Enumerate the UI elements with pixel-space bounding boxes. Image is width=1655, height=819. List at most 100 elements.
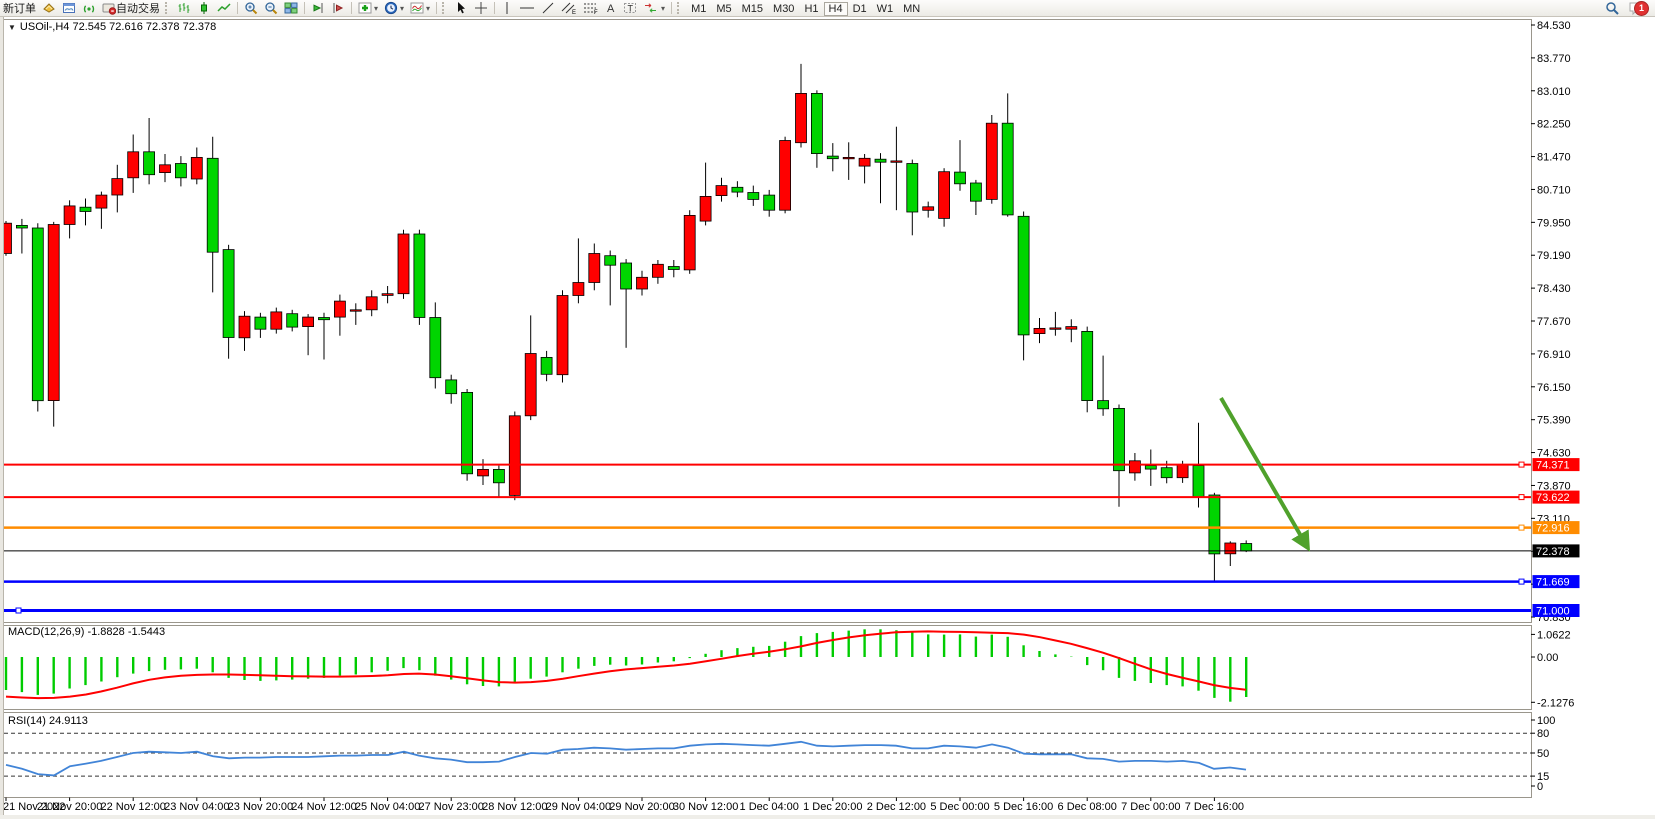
svg-text:5 Dec 00:00: 5 Dec 00:00: [930, 801, 989, 813]
new-order-button[interactable]: 新订单: [0, 0, 39, 16]
bar-chart-mode-icon[interactable]: [174, 0, 194, 16]
toolbar-grip[interactable]: [165, 2, 171, 14]
crosshair-tool-icon[interactable]: [471, 0, 491, 16]
timeframe-M5[interactable]: M5: [716, 3, 732, 15]
timeframe-D1[interactable]: D1: [852, 3, 867, 15]
chart-shift-icon[interactable]: [328, 0, 348, 16]
candle-body: [429, 317, 442, 379]
dropdown-caret-icon[interactable]: ▾: [374, 3, 379, 13]
search-icon[interactable]: [1602, 0, 1623, 16]
svg-text:76.910: 76.910: [1537, 349, 1571, 361]
fibonacci-tool-icon[interactable]: F: [580, 0, 602, 16]
svg-text:A: A: [607, 3, 615, 15]
macd-panel[interactable]: [3, 625, 1532, 710]
zoom-in-icon[interactable]: [241, 0, 261, 16]
dropdown-caret-icon[interactable]: ▾: [426, 3, 431, 13]
timeframe-M15[interactable]: M15: [741, 3, 764, 15]
trendline-tool-icon[interactable]: [538, 0, 558, 16]
timeframe-H4[interactable]: H4: [823, 2, 848, 16]
indicators-button[interactable]: ▾: [355, 0, 381, 16]
horizontal-line-tool-icon[interactable]: [516, 0, 538, 16]
trend-arrow[interactable]: [1219, 396, 1311, 552]
candle-body: [63, 205, 76, 225]
arrows-tool-button[interactable]: ▾: [640, 0, 668, 16]
candlestick-mode-icon[interactable]: [194, 0, 214, 16]
timeframe-MN[interactable]: MN: [903, 3, 921, 15]
timeframe-H1[interactable]: H1: [804, 3, 819, 15]
svg-text:6 Dec 08:00: 6 Dec 08:00: [1058, 801, 1117, 813]
svg-text:73.622: 73.622: [1536, 492, 1570, 504]
horizontal-level-line[interactable]: 72.916: [4, 521, 1580, 535]
timeframe-group: M1 M5 M15 M30 H1 H4 D1 W1 MN: [686, 0, 925, 17]
new-order-ticket-icon[interactable]: [39, 0, 59, 16]
svg-text:F: F: [594, 10, 598, 15]
candle-body: [938, 171, 950, 219]
svg-text:27 Nov 23:00: 27 Nov 23:00: [418, 801, 483, 813]
toolbar-separator: [494, 2, 496, 14]
svg-text:24 Nov 12:00: 24 Nov 12:00: [291, 801, 356, 813]
templates-button[interactable]: ▾: [407, 0, 433, 16]
svg-text:21 Nov 2022: 21 Nov 2022: [3, 801, 65, 813]
svg-text:77.670: 77.670: [1537, 316, 1571, 328]
candle-body: [397, 233, 410, 295]
toolbar-right-group: 1: [1602, 0, 1655, 16]
svg-text:76.150: 76.150: [1537, 382, 1571, 394]
horizontal-level-line[interactable]: 71.669: [4, 575, 1580, 589]
periods-button[interactable]: ▾: [381, 0, 407, 16]
toolbar-grip[interactable]: [442, 2, 448, 14]
autotrading-label: 自动交易: [116, 3, 160, 15]
dropdown-caret-icon[interactable]: ▾: [400, 3, 405, 13]
svg-text:0: 0: [1537, 781, 1543, 793]
symbol-collapse-icon[interactable]: ▼: [8, 23, 16, 32]
macd-scale[interactable]: 1.0622 0.00 -2.1276: [1531, 629, 1574, 709]
timeframe-W1[interactable]: W1: [876, 3, 894, 15]
candle-body: [683, 214, 696, 271]
svg-text:75.390: 75.390: [1537, 415, 1571, 427]
timeframe-M30[interactable]: M30: [773, 3, 795, 15]
rsi-panel[interactable]: [3, 712, 1532, 798]
text-label-tool-icon[interactable]: T: [620, 0, 640, 16]
candle-body: [715, 185, 728, 197]
market-watch-window-icon[interactable]: [59, 0, 79, 16]
svg-text:79.190: 79.190: [1537, 250, 1571, 262]
vertical-line-tool-icon[interactable]: [498, 0, 516, 16]
line-chart-mode-icon[interactable]: [214, 0, 234, 16]
timeframe-M1[interactable]: M1: [691, 3, 707, 15]
cursor-tool-icon[interactable]: [451, 0, 471, 16]
auto-scroll-icon[interactable]: [308, 0, 328, 16]
toolbar-grip[interactable]: [677, 2, 683, 14]
autotrading-button[interactable]: 自动交易: [99, 0, 163, 16]
toolbar-separator: [671, 2, 673, 14]
svg-text:29 Nov 20:00: 29 Nov 20:00: [609, 801, 674, 813]
svg-text:84.530: 84.530: [1537, 20, 1571, 32]
svg-text:71.000: 71.000: [1536, 606, 1570, 618]
notification-badge[interactable]: 1: [1629, 0, 1649, 16]
signal-icon[interactable]: [79, 0, 99, 16]
candle-body: [1192, 465, 1205, 498]
equidistant-channel-tool-icon[interactable]: E: [558, 0, 580, 16]
candle-body: [365, 296, 378, 311]
chart-title[interactable]: ▼ USOil-,H4 72.545 72.616 72.378 72.378: [8, 21, 216, 33]
tile-windows-icon[interactable]: [281, 0, 301, 16]
svg-text:29 Nov 04:00: 29 Nov 04:00: [546, 801, 611, 813]
new-order-label: 新订单: [3, 3, 36, 15]
svg-text:7 Dec 00:00: 7 Dec 00:00: [1121, 801, 1180, 813]
text-tool-icon[interactable]: A: [602, 0, 620, 16]
svg-text:7 Dec 16:00: 7 Dec 16:00: [1185, 801, 1244, 813]
candle-body: [508, 415, 521, 496]
candle-body: [636, 276, 648, 290]
candle-body: [652, 263, 664, 278]
zoom-out-icon[interactable]: [261, 0, 281, 16]
candle-body: [731, 186, 744, 193]
horizontal-level-line[interactable]: 74.371: [4, 458, 1580, 472]
dropdown-caret-icon[interactable]: ▾: [661, 3, 666, 13]
candle-body: [333, 300, 346, 318]
svg-text:21 Nov 20:00: 21 Nov 20:00: [37, 801, 102, 813]
candle-body: [111, 178, 124, 196]
horizontal-level-line[interactable]: 72.378: [4, 544, 1580, 558]
candle-body: [1240, 543, 1253, 552]
horizontal-level-line[interactable]: 71.000: [4, 604, 1580, 618]
